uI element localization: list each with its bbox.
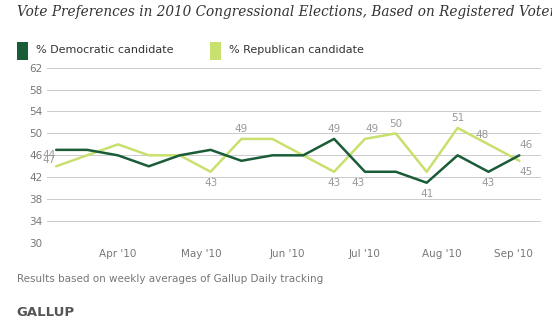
Text: 43: 43: [482, 178, 495, 188]
Text: % Democratic candidate: % Democratic candidate: [36, 45, 173, 55]
Text: Results based on weekly averages of Gallup Daily tracking: Results based on weekly averages of Gall…: [17, 274, 323, 284]
Text: 43: 43: [204, 178, 217, 188]
Text: 51: 51: [451, 113, 464, 123]
Text: 47: 47: [43, 155, 56, 165]
Text: 44: 44: [43, 150, 56, 160]
Text: Vote Preferences in 2010 Congressional Elections, Based on Registered Voters: Vote Preferences in 2010 Congressional E…: [17, 5, 552, 19]
Text: 45: 45: [519, 167, 533, 177]
Text: 48: 48: [475, 130, 489, 140]
Text: 43: 43: [327, 178, 341, 188]
Text: 49: 49: [327, 124, 341, 134]
Text: 49: 49: [235, 124, 248, 134]
Text: 43: 43: [352, 178, 365, 188]
Text: % Republican candidate: % Republican candidate: [229, 45, 364, 55]
Text: GALLUP: GALLUP: [17, 306, 75, 319]
Text: 41: 41: [420, 189, 433, 199]
Text: 50: 50: [389, 119, 402, 129]
Text: 46: 46: [519, 141, 533, 150]
Text: 49: 49: [365, 124, 378, 134]
